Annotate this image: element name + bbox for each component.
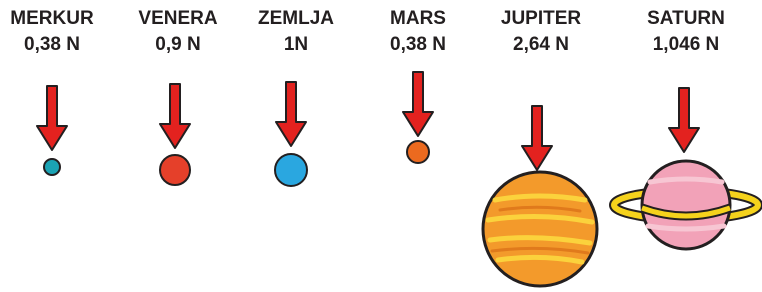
mercury	[44, 159, 60, 175]
planet-name: VENERA	[138, 8, 217, 29]
planet-force: 2,64 N	[513, 34, 569, 55]
arrow	[403, 72, 433, 136]
planet-force: 1,046 N	[653, 34, 720, 55]
venus	[160, 155, 190, 185]
planet-force: 0,38 N	[390, 34, 446, 55]
earth	[275, 154, 307, 186]
arrow	[276, 82, 306, 146]
planet-name: MERKUR	[10, 8, 94, 29]
planets-diagram: MERKUR 0,38 N VENERA 0,9 N ZEMLJA 1N MAR…	[0, 0, 762, 292]
planet-name: JUPITER	[501, 8, 582, 29]
planet-name: MARS	[390, 8, 446, 29]
planet-force: 0,9 N	[155, 34, 200, 55]
arrow	[160, 84, 190, 148]
planet-name: SATURN	[647, 8, 725, 29]
arrows	[37, 72, 699, 170]
planet-name: ZEMLJA	[258, 8, 334, 29]
jupiter	[483, 172, 597, 286]
arrow	[37, 86, 67, 150]
labels: MERKUR 0,38 N VENERA 0,9 N ZEMLJA 1N MAR…	[10, 8, 725, 55]
arrow	[669, 88, 699, 152]
planet-force: 0,38 N	[24, 34, 80, 55]
planet-force: 1N	[284, 34, 308, 55]
saturn	[614, 161, 758, 249]
mars	[407, 141, 429, 163]
arrow	[522, 106, 552, 170]
